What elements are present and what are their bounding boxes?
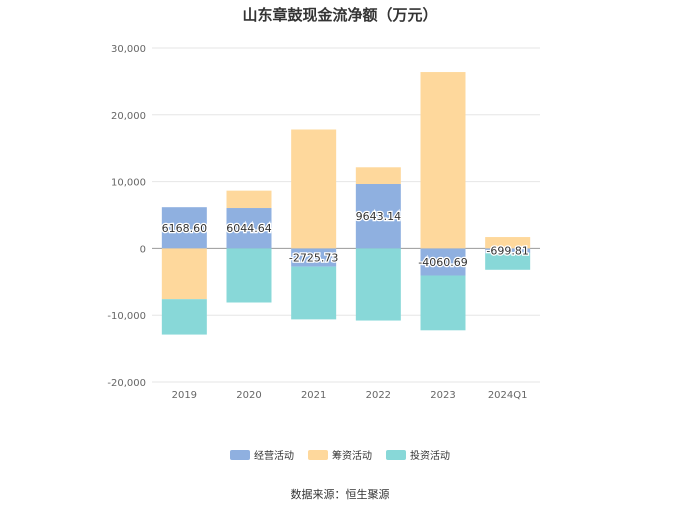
legend-item-financing[interactable]: 筹资活动 [308,447,372,462]
data-label-2022: 9643.14 [356,210,402,223]
bar-2020-series-2 [226,248,272,303]
y-tick-label: 0 [140,244,146,255]
legend-item-investing[interactable]: 投资活动 [386,447,450,462]
x-tick-label: 2023 [430,390,455,401]
x-tick-label: 2021 [301,390,326,401]
y-tick-label: 30,000 [111,44,146,55]
bar-2024Q1-series-0 [485,248,531,254]
legend-swatch-operating [230,449,250,460]
bar-2021-series-1 [291,129,337,249]
x-tick-label: 2020 [236,390,261,401]
bar-2023-series-0 [420,248,466,276]
data-label-2019: 6168.60 [162,222,208,235]
bar-2021-series-2 [291,266,337,320]
bar-2022-series-1 [355,167,401,184]
x-tick-label: 2019 [172,390,197,401]
y-tick-label: -20,000 [107,378,146,389]
data-label-2020: 6044.64 [226,222,272,235]
bar-2022-series-0 [355,183,401,249]
bar-2021-series-0 [291,248,337,267]
data-source: 数据来源：恒生聚源 [290,488,390,501]
legend-swatch-investing [386,449,406,460]
bar-2019-series-1 [161,248,207,300]
legend: 经营活动 筹资活动 投资活动 [0,447,680,462]
legend-swatch-financing [308,449,328,460]
bar-2024Q1-series-2 [485,253,531,270]
data-label-2024Q1: -699.81 [486,245,528,258]
bar-2020-series-1 [226,190,272,209]
legend-label-investing: 投资活动 [410,451,450,462]
y-tick-label: 10,000 [111,178,146,189]
bar-2020-series-0 [226,208,272,249]
bar-2023-series-1 [420,72,466,249]
bar-2022-series-2 [355,248,401,321]
data-label-2023: -4060.69 [418,256,467,269]
legend-label-financing: 筹资活动 [332,451,372,462]
legend-label-operating: 经营活动 [254,451,294,462]
bar-2019-series-0 [161,207,207,249]
bar-2024Q1-series-1 [485,237,531,249]
x-tick-label: 2024Q1 [488,390,528,401]
y-tick-label: 20,000 [111,111,146,122]
cashflow-chart: 30,000 20,000 10,000 0 -10,000 -20,000 2019 616… [107,44,540,401]
legend-item-operating[interactable]: 经营活动 [230,447,294,462]
x-tick-label: 2022 [366,390,391,401]
chart-title: 山东章鼓现金流净额（万元） [242,6,438,24]
data-label-2021: -2725.73 [289,252,338,265]
bar-2023-series-2 [420,275,466,331]
y-tick-label: -10,000 [107,311,146,322]
bar-2019-series-2 [161,299,207,335]
